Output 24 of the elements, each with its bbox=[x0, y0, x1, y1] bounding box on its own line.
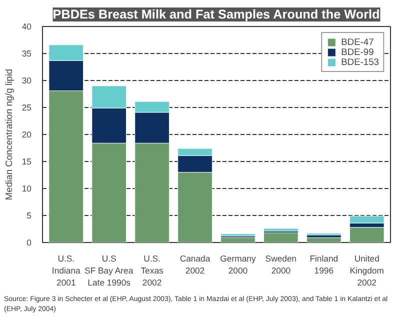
x-tick-label: U.S. Texas 2002 bbox=[140, 254, 164, 288]
y-tick-label: 30 bbox=[22, 76, 32, 86]
x-tick-label: Germany 2000 bbox=[220, 254, 256, 276]
legend-label: BDE-99 bbox=[341, 47, 374, 57]
y-tick-label: 35 bbox=[22, 48, 32, 58]
x-tick-label: Finland 1996 bbox=[310, 254, 338, 276]
y-tick-label: 10 bbox=[22, 184, 32, 194]
y-tick-label: 20 bbox=[22, 130, 32, 140]
x-tick-label: U.S SF Bay Area Late 1990s bbox=[84, 254, 134, 288]
legend-label: BDE-47 bbox=[341, 37, 374, 47]
y-tick-label: 25 bbox=[22, 102, 32, 112]
y-axis-title: Median Concentration ng/g lipid bbox=[4, 68, 14, 200]
y-tick-label: 5 bbox=[26, 210, 32, 220]
legend-label: BDE-153 bbox=[341, 57, 379, 67]
bar bbox=[349, 227, 384, 242]
y-tick-label: 0 bbox=[26, 238, 32, 248]
x-tick-label: U.S. Indiana 2001 bbox=[52, 254, 81, 288]
bar bbox=[349, 216, 384, 224]
x-tick-label: Sweden 2000 bbox=[265, 254, 297, 276]
x-tick-label: Canada 2002 bbox=[180, 254, 210, 276]
y-tick-label: 40 bbox=[22, 22, 32, 32]
chart-title: PBDEs Breast Milk and Fat Samples Around the World bbox=[52, 8, 380, 22]
y-tick-label: 15 bbox=[22, 156, 32, 166]
x-tick-label: United Kingdom 2002 bbox=[350, 254, 384, 288]
